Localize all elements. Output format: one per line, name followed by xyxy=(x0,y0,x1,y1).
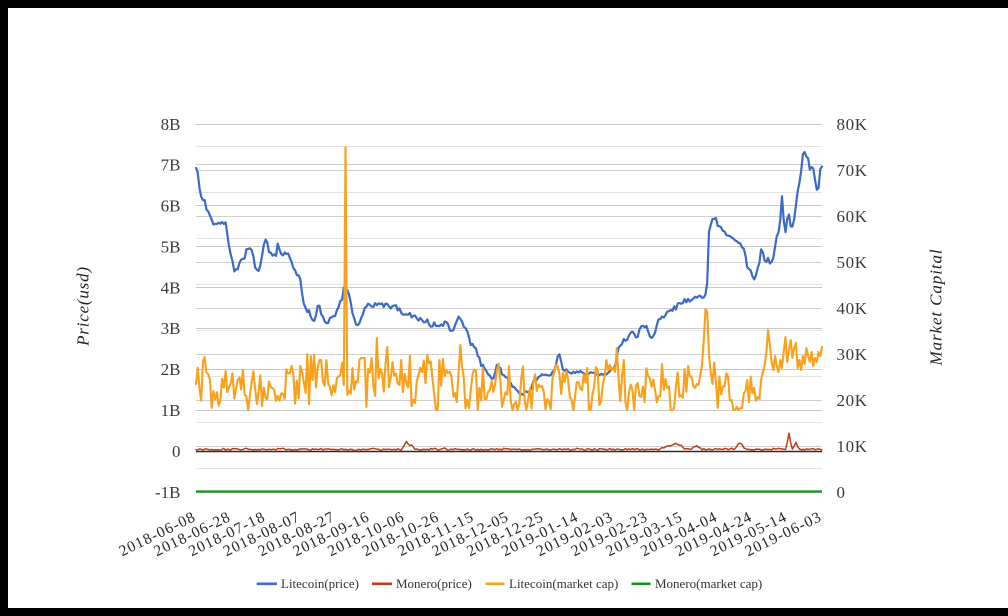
svg-text:1B: 1B xyxy=(161,401,181,420)
svg-text:4B: 4B xyxy=(161,278,181,297)
svg-text:6B: 6B xyxy=(161,197,181,216)
svg-text:0: 0 xyxy=(172,442,181,461)
svg-text:-1B: -1B xyxy=(155,483,181,502)
svg-text:Market Capital: Market Capital xyxy=(927,249,946,367)
svg-text:2B: 2B xyxy=(161,360,181,379)
svg-text:8B: 8B xyxy=(161,115,181,134)
svg-text:0: 0 xyxy=(837,483,846,502)
svg-text:7B: 7B xyxy=(161,156,181,175)
svg-text:3B: 3B xyxy=(161,319,181,338)
svg-text:Litecoin(price): Litecoin(price) xyxy=(281,576,359,591)
svg-text:Monero(price): Monero(price) xyxy=(396,576,472,591)
svg-text:Price(usd): Price(usd) xyxy=(74,266,93,347)
svg-text:50K: 50K xyxy=(837,253,868,272)
svg-text:Monero(market cap): Monero(market cap) xyxy=(655,576,762,591)
svg-text:30K: 30K xyxy=(837,345,868,364)
svg-text:60K: 60K xyxy=(837,207,868,226)
svg-text:80K: 80K xyxy=(837,115,868,134)
svg-text:10K: 10K xyxy=(837,437,868,456)
svg-text:Litecoin(market cap): Litecoin(market cap) xyxy=(509,576,618,591)
svg-text:20K: 20K xyxy=(837,391,868,410)
svg-text:40K: 40K xyxy=(837,299,868,318)
svg-text:70K: 70K xyxy=(837,161,868,180)
svg-text:5B: 5B xyxy=(161,238,181,257)
